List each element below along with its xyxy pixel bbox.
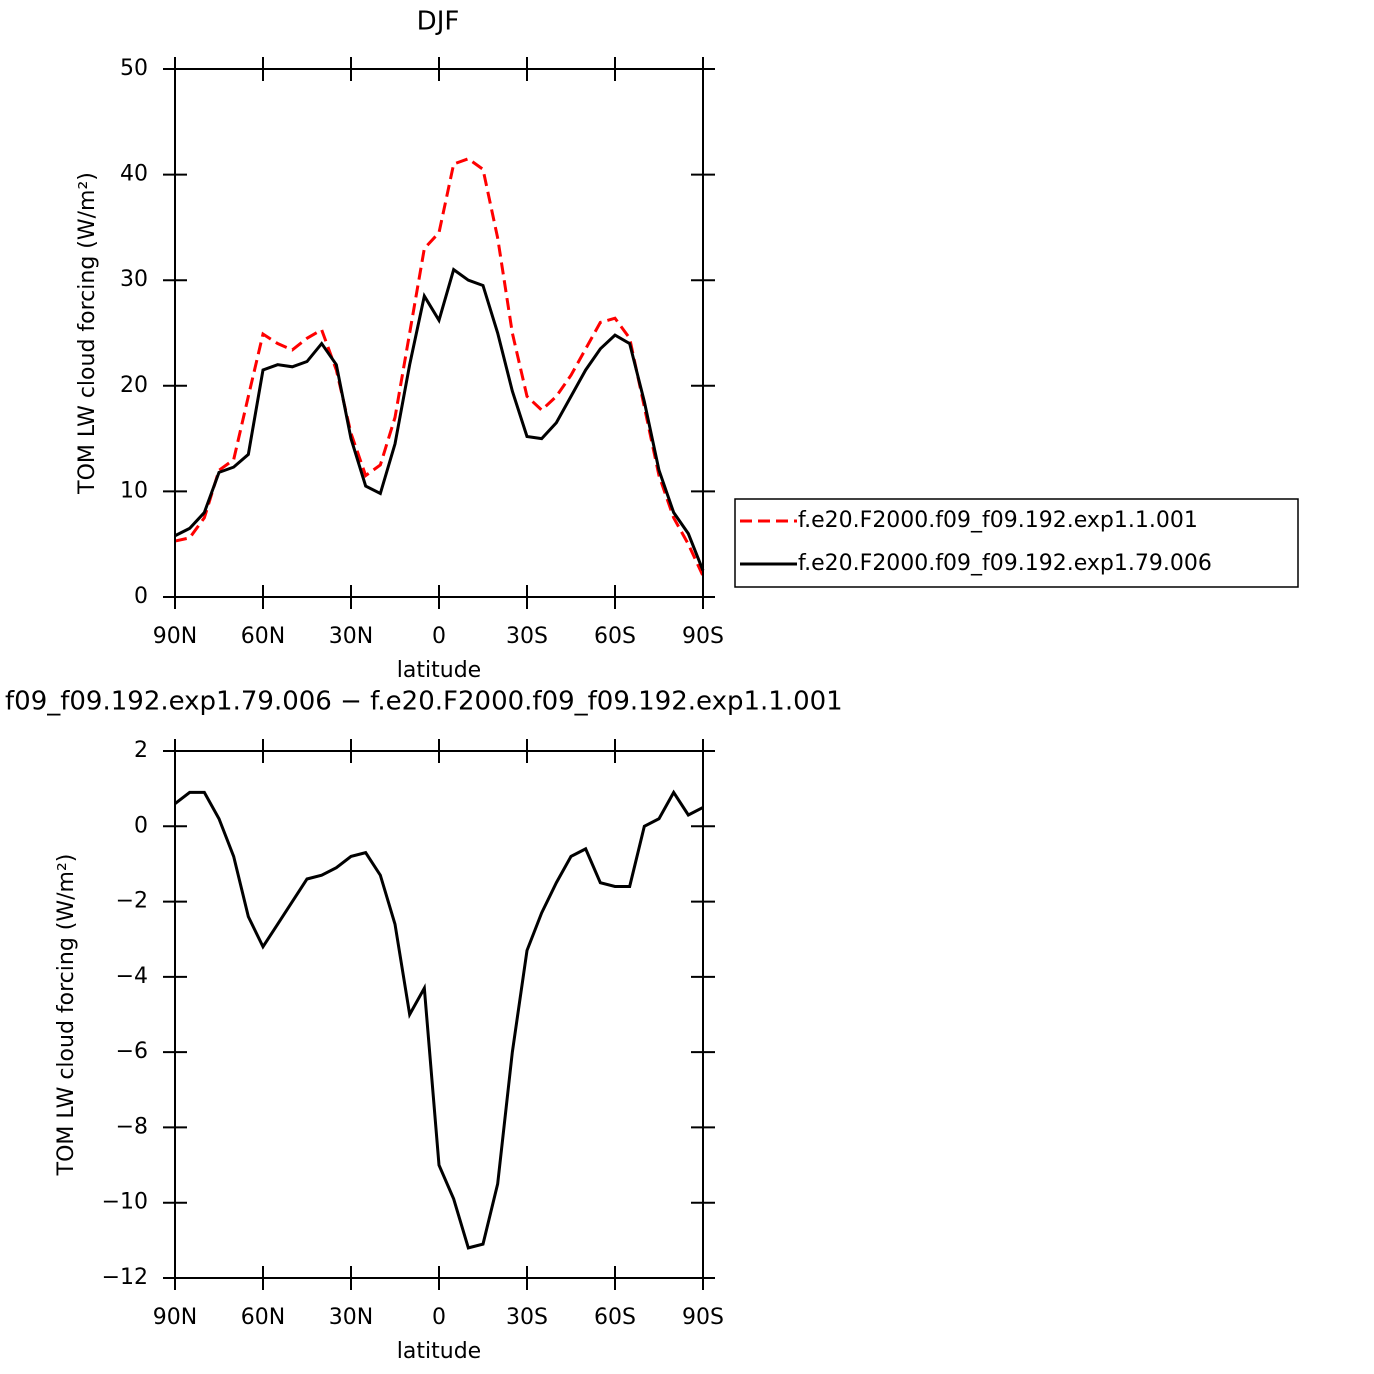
x-tick-label: 30S	[506, 1305, 548, 1330]
x-axis-label: latitude	[397, 658, 481, 683]
x-tick-label: 60S	[594, 624, 636, 649]
y-tick-label: 40	[120, 162, 148, 187]
legend-label: f.e20.F2000.f09_f09.192.exp1.79.006	[798, 551, 1212, 576]
y-tick-label: −10	[102, 1190, 148, 1215]
data-line	[174, 789, 704, 1250]
x-tick-label: 30N	[329, 624, 373, 649]
y-tick-label: −8	[116, 1114, 148, 1139]
x-tick-label: 90N	[153, 1305, 197, 1330]
x-tick-label: 30S	[506, 624, 548, 649]
chart-title: DJF	[417, 7, 460, 37]
y-tick-label: 0	[134, 584, 148, 609]
legend-label: f.e20.F2000.f09_f09.192.exp1.1.001	[798, 508, 1198, 533]
plot-frame	[174, 750, 704, 1279]
y-tick-label: 2	[134, 738, 148, 763]
chart-title: f09_f09.192.exp1.79.006 − f.e20.F2000.f0…	[5, 687, 843, 717]
x-tick-label: 30N	[329, 1305, 373, 1330]
y-tick-label: −6	[116, 1039, 148, 1064]
x-tick-label: 0	[432, 1305, 446, 1330]
x-tick-label: 90N	[153, 624, 197, 649]
x-tick-label: 90S	[682, 1305, 724, 1330]
y-tick-label: 50	[120, 56, 148, 81]
x-tick-label: 0	[432, 624, 446, 649]
x-tick-label: 60N	[241, 1305, 285, 1330]
y-tick-label: 0	[134, 813, 148, 838]
plot-frame	[174, 68, 704, 598]
x-tick-label: 60N	[241, 624, 285, 649]
y-axis-label: TOM LW cloud forcing (W/m²)	[54, 854, 79, 1177]
x-tick-label: 90S	[682, 624, 724, 649]
y-tick-label: −2	[116, 889, 148, 914]
y-tick-label: −4	[116, 964, 148, 989]
data-line	[174, 267, 705, 572]
y-axis-label: TOM LW cloud forcing (W/m²)	[75, 172, 100, 495]
y-tick-label: 20	[120, 373, 148, 398]
y-tick-label: 10	[120, 478, 148, 503]
y-tick-label: −12	[102, 1265, 148, 1290]
x-tick-label: 60S	[594, 1305, 636, 1330]
data-line	[174, 157, 705, 577]
x-axis-label: latitude	[397, 1339, 481, 1364]
y-tick-label: 30	[120, 267, 148, 292]
legend-box	[734, 498, 1299, 588]
